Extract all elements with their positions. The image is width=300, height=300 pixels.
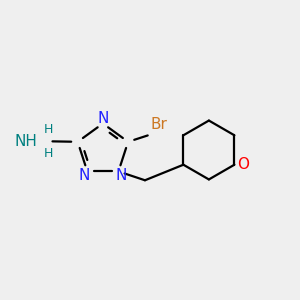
- Text: NH: NH: [15, 134, 38, 149]
- Text: N: N: [79, 168, 90, 183]
- Text: H: H: [44, 123, 53, 136]
- Text: H: H: [44, 147, 53, 160]
- Text: Br: Br: [151, 118, 167, 133]
- Text: N: N: [97, 111, 109, 126]
- Text: N: N: [116, 168, 127, 183]
- Text: O: O: [237, 157, 249, 172]
